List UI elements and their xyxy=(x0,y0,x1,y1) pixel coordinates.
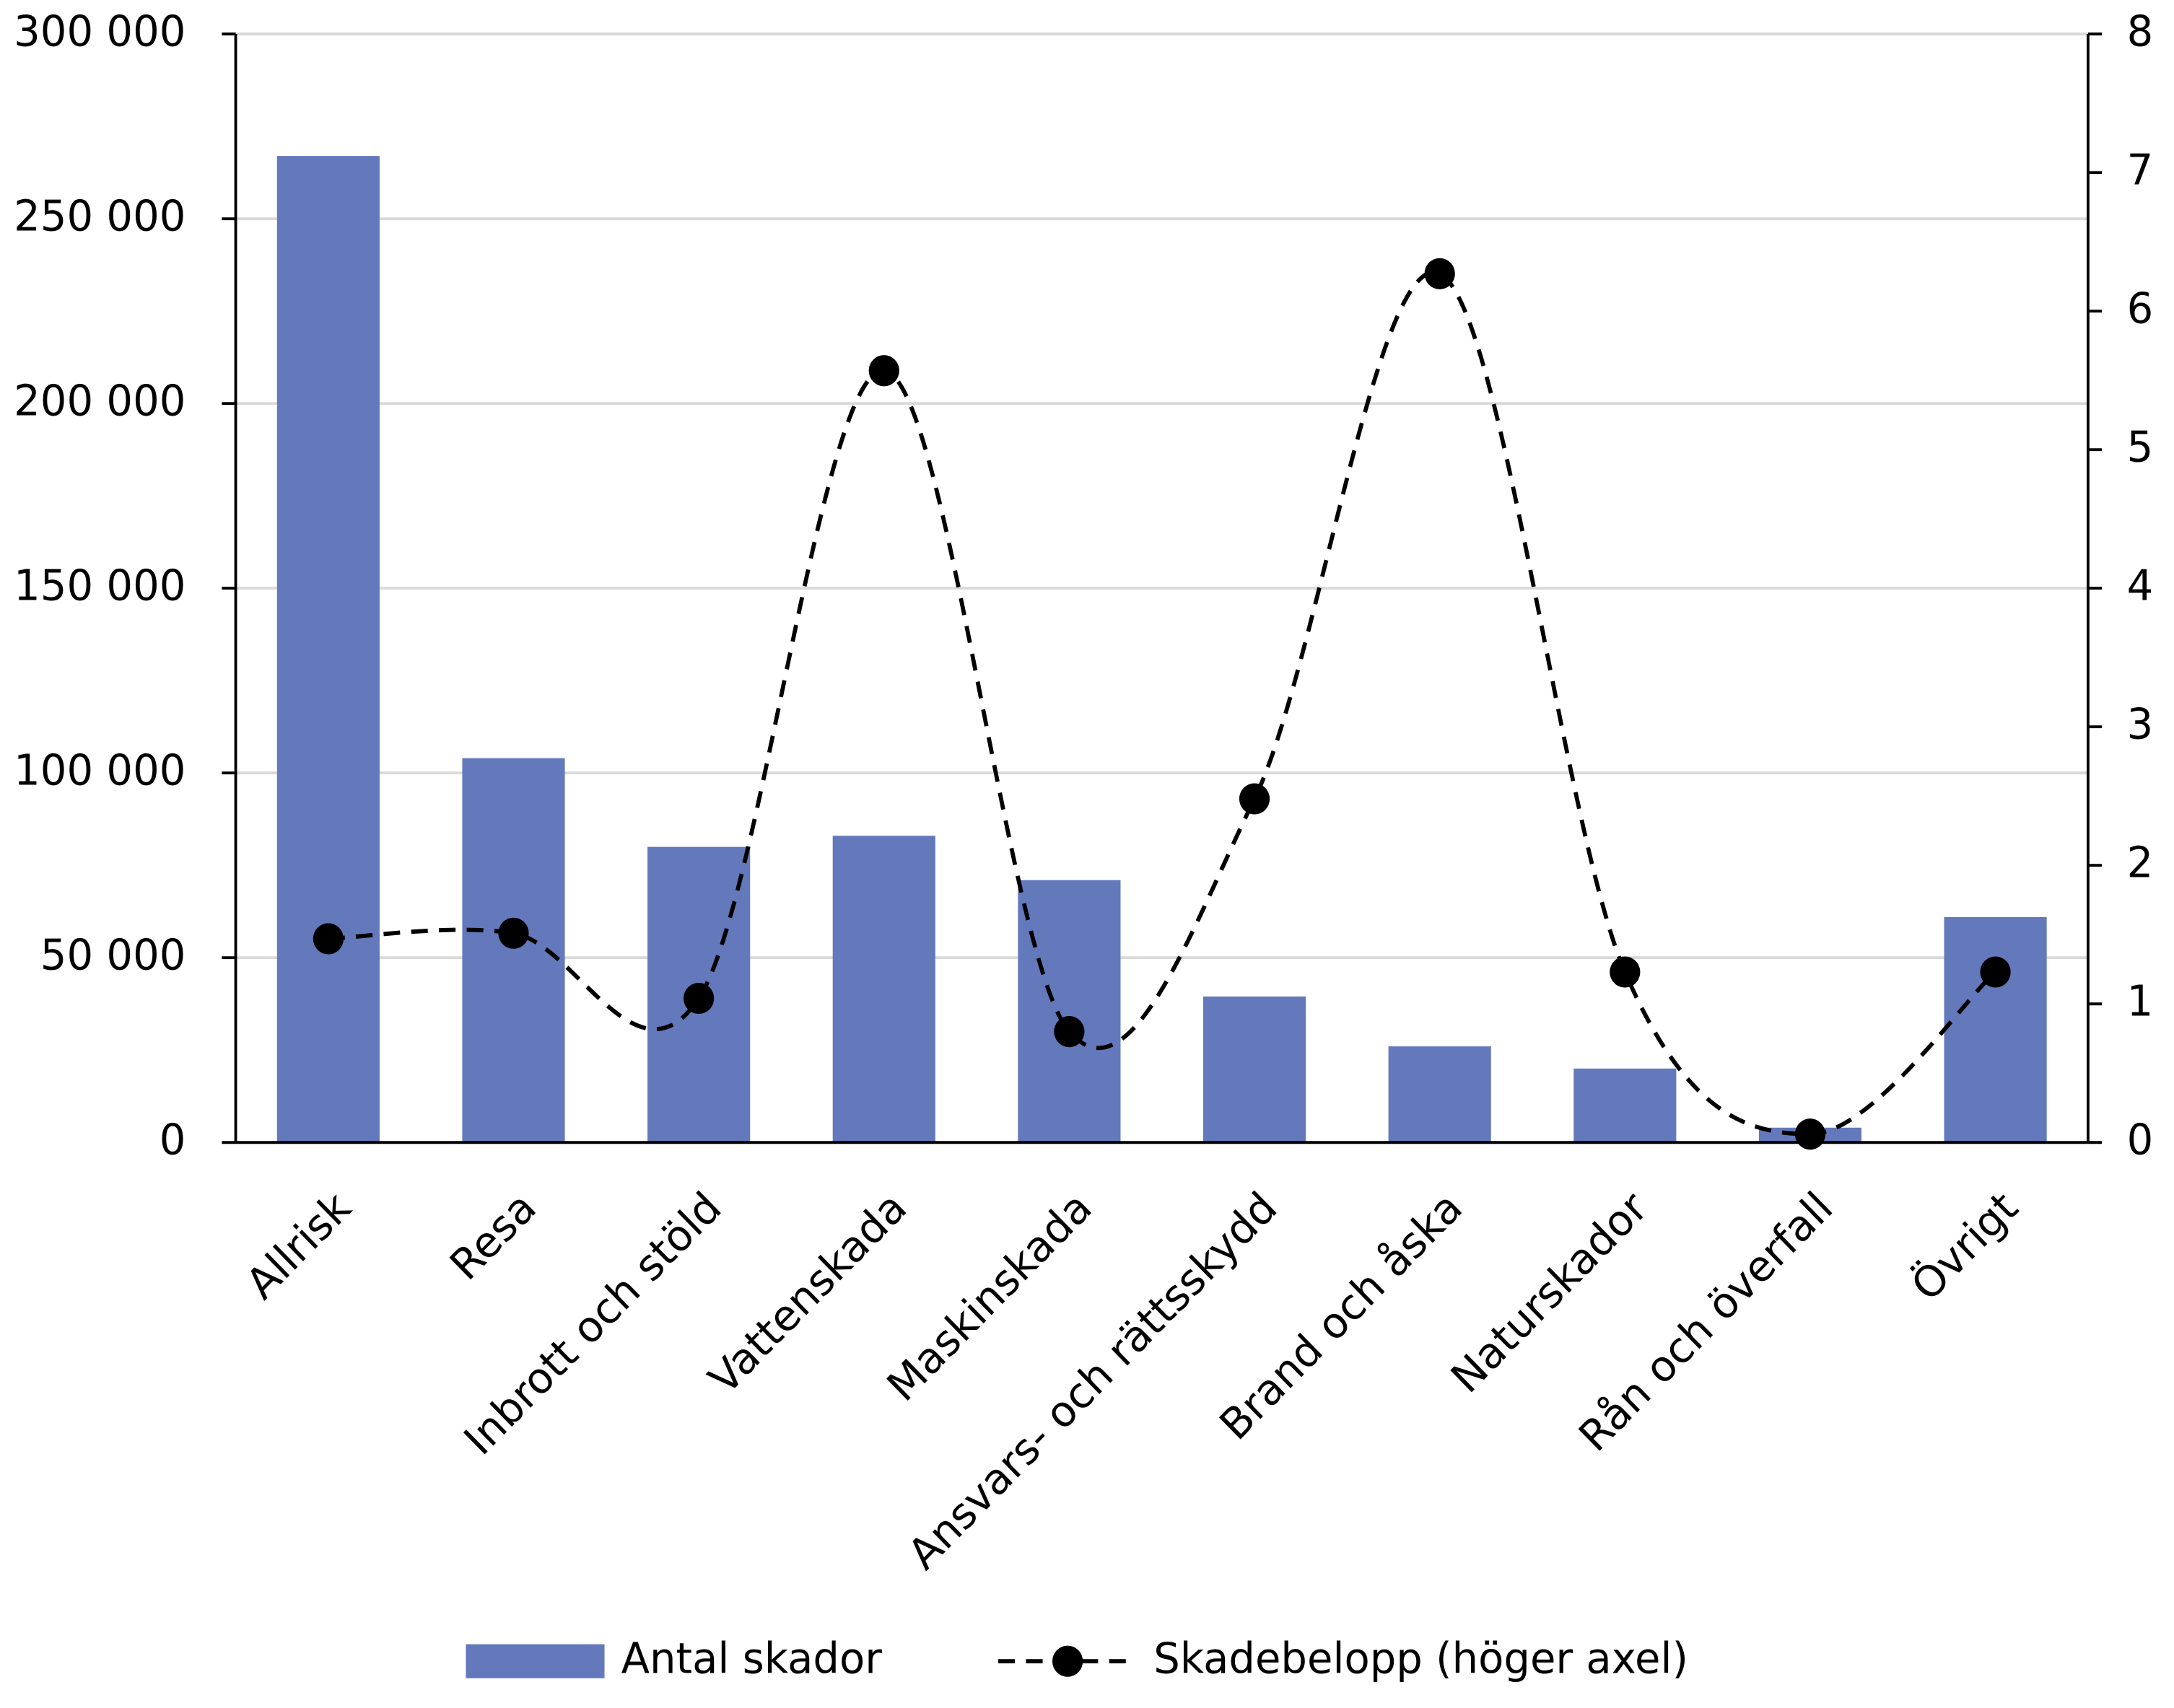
point xyxy=(1794,1118,1826,1150)
y2-tick-label: 5 xyxy=(2127,422,2154,472)
y2-tick-label: 6 xyxy=(2127,284,2154,333)
x-tick-label: Allrisk xyxy=(237,1182,360,1308)
bar xyxy=(1202,996,1306,1143)
line xyxy=(328,270,1997,1137)
point xyxy=(313,923,344,955)
x-tick-label: Resa xyxy=(440,1183,545,1290)
y-tick-label: 0 xyxy=(160,1115,186,1165)
point xyxy=(1424,258,1455,289)
y-tick-label: 200 000 xyxy=(14,376,185,426)
point xyxy=(498,917,529,949)
bar xyxy=(1388,1046,1491,1143)
legend-swatch xyxy=(1052,1645,1083,1677)
y2-tick-label: 7 xyxy=(2127,145,2154,195)
bar xyxy=(1944,916,2047,1143)
y-tick-label: 150 000 xyxy=(14,561,185,610)
y-tick-label: 300 000 xyxy=(14,6,185,56)
point xyxy=(1610,956,1641,988)
y2-tick-label: 4 xyxy=(2127,561,2154,610)
y2-tick-label: 0 xyxy=(2127,1115,2154,1165)
y2-tick-label: 3 xyxy=(2127,699,2154,749)
point xyxy=(1980,956,2011,988)
y2-tick-label: 8 xyxy=(2127,6,2154,56)
legend-label: Skadebelopp (höger axel) xyxy=(1153,1634,1688,1683)
point xyxy=(684,982,715,1015)
bar xyxy=(832,836,935,1143)
legend-swatch xyxy=(466,1644,605,1678)
point xyxy=(1239,783,1270,815)
y2-tick-label: 2 xyxy=(2127,838,2154,888)
bar xyxy=(276,156,380,1143)
bar xyxy=(1573,1068,1677,1143)
bar xyxy=(1018,880,1121,1143)
x-tick-label: Övrigt xyxy=(1902,1183,2027,1311)
y-tick-label: 250 000 xyxy=(14,191,185,241)
x-tick-label: Ansvars- och rättsskydd xyxy=(899,1183,1286,1579)
legend-label: Antal skador xyxy=(621,1634,882,1683)
point xyxy=(1054,1016,1085,1048)
point xyxy=(868,355,899,387)
y-tick-label: 50 000 xyxy=(40,930,186,980)
y2-tick-label: 1 xyxy=(2127,976,2154,1026)
y-tick-label: 100 000 xyxy=(14,745,185,795)
